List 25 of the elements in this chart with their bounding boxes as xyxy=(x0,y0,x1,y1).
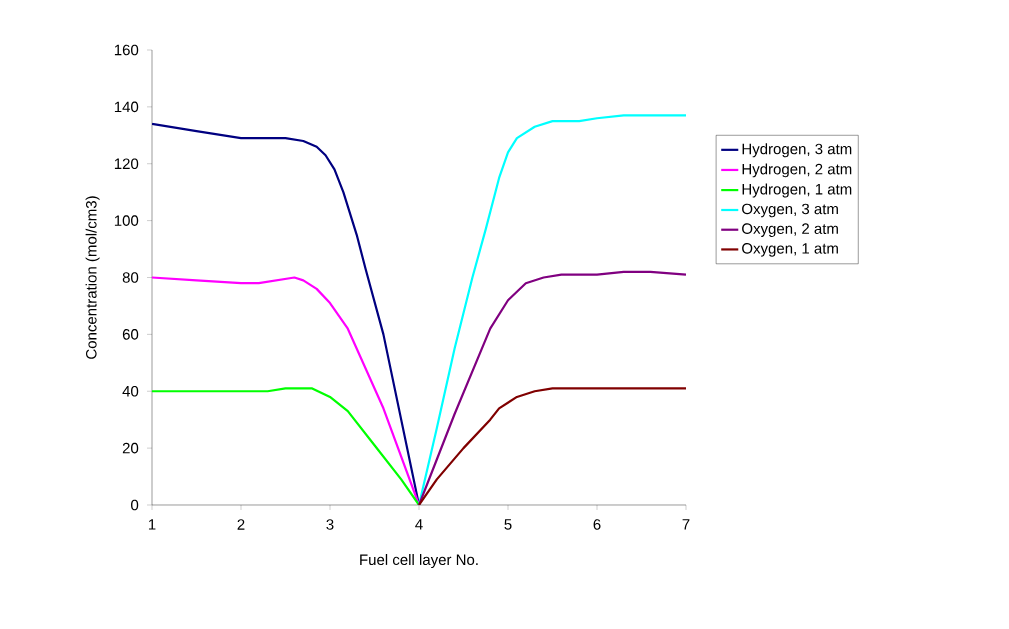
y-tick-label: 20 xyxy=(122,442,139,454)
legend-label: Hydrogen, 3 atm xyxy=(742,143,852,158)
x-tick-label: 4 xyxy=(415,519,423,530)
line-series xyxy=(417,114,687,505)
x-tick-label: 3 xyxy=(326,519,334,530)
x-axis-title: Fuel cell layer No. xyxy=(360,554,478,568)
x-tick-label: 1 xyxy=(148,519,156,530)
legend-label: Hydrogen, 2 atm xyxy=(742,163,852,178)
legend-label: Oxygen, 3 atm xyxy=(742,203,838,218)
legend-label: Hydrogen, 1 atm xyxy=(742,183,852,198)
y-tick-label: 80 xyxy=(122,272,139,283)
y-tick-label: 100 xyxy=(114,215,139,226)
x-tick-label: 2 xyxy=(237,519,245,530)
y-tick-label: 60 xyxy=(122,329,139,340)
y-tick-label: 120 xyxy=(114,158,139,170)
y-tick-label: 140 xyxy=(114,101,139,113)
legend-label: Oxygen, 1 atm xyxy=(742,243,838,257)
y-tick-label: 160 xyxy=(114,44,139,56)
legend-label: Oxygen, 2 atm xyxy=(742,223,838,237)
x-tick-label: 6 xyxy=(593,519,601,530)
y-axis-title: Concentration (mol/cm3) xyxy=(85,196,100,359)
x-tick-label: 7 xyxy=(682,519,690,530)
y-tick-label: 0 xyxy=(131,499,139,511)
y-tick-label: 40 xyxy=(122,385,139,397)
x-tick-label: 5 xyxy=(504,519,512,530)
